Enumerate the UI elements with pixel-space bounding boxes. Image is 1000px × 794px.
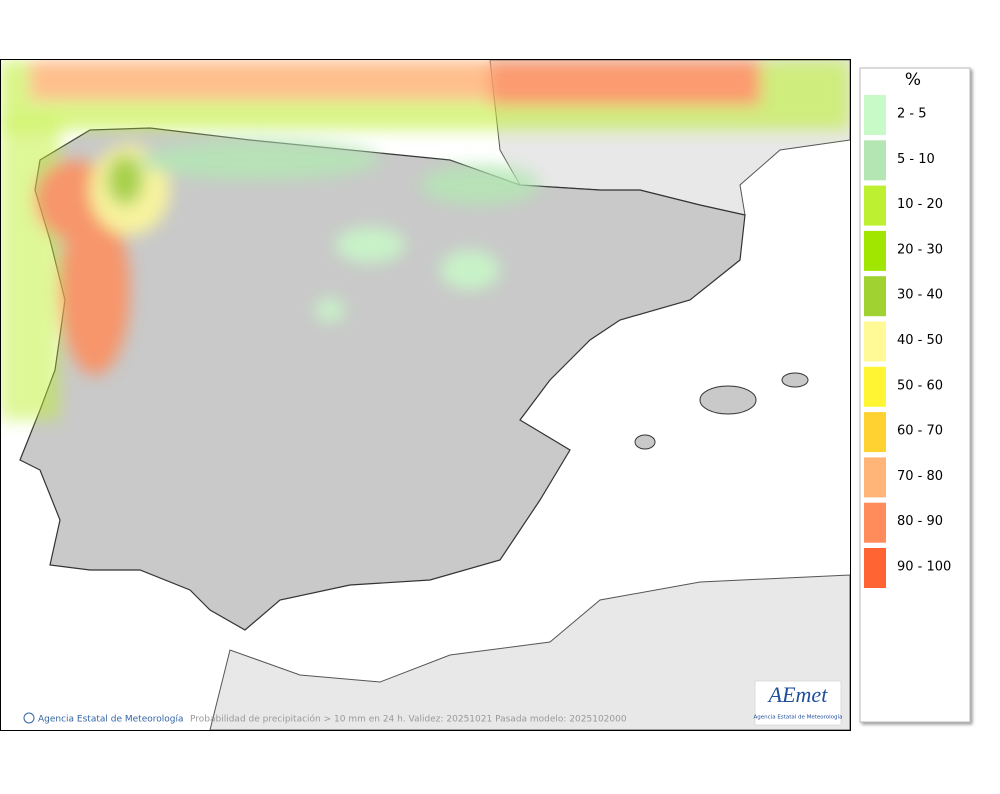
legend-title: %	[905, 70, 921, 90]
legend-items: 2 - 5 5 - 10 10 - 20 20 - 30 30 - 40 40 - 50 5…	[864, 95, 951, 588]
legend-label: 20 - 30	[897, 242, 943, 257]
legend-swatch	[864, 185, 886, 226]
legend-label: 30 - 40	[897, 288, 943, 303]
legend-swatch	[864, 412, 886, 453]
precipitation-field	[1, 60, 850, 420]
legend-swatch	[864, 321, 886, 362]
legend-label: 40 - 50	[897, 333, 943, 348]
logo-subtitle: Agencia Estatal de Meteorología	[754, 714, 843, 721]
legend-label: 70 - 80	[897, 469, 943, 484]
legend-swatch	[864, 366, 886, 407]
legend-label: 60 - 70	[897, 424, 943, 439]
legend-swatch	[864, 140, 886, 181]
map	[1, 60, 850, 730]
legend-label: 90 - 100	[897, 560, 951, 575]
mallorca	[699, 385, 757, 415]
logo-box	[754, 680, 842, 726]
menorca	[781, 372, 809, 388]
legend-swatch	[864, 457, 886, 498]
legend-swatch	[864, 276, 886, 317]
legend-label: 10 - 20	[897, 197, 943, 212]
legend-label: 80 - 90	[897, 514, 943, 529]
credit: Agencia Estatal de Meteorología	[38, 715, 184, 725]
legend-swatch	[864, 95, 886, 135]
ibiza	[634, 434, 656, 450]
legend-swatch	[864, 230, 886, 271]
caption: Probabilidad de precipitación > 10 mm en…	[190, 714, 627, 725]
legend-swatch	[864, 502, 886, 543]
copyright-icon	[23, 712, 35, 724]
map-frame	[0, 59, 851, 731]
africa	[209, 574, 850, 730]
legend-label: 2 - 5	[897, 107, 927, 122]
legend-label: 50 - 60	[897, 378, 943, 393]
legend-label: 5 - 10	[897, 152, 935, 167]
legend-swatch	[864, 548, 886, 588]
logo-name: AEmet	[767, 682, 829, 707]
